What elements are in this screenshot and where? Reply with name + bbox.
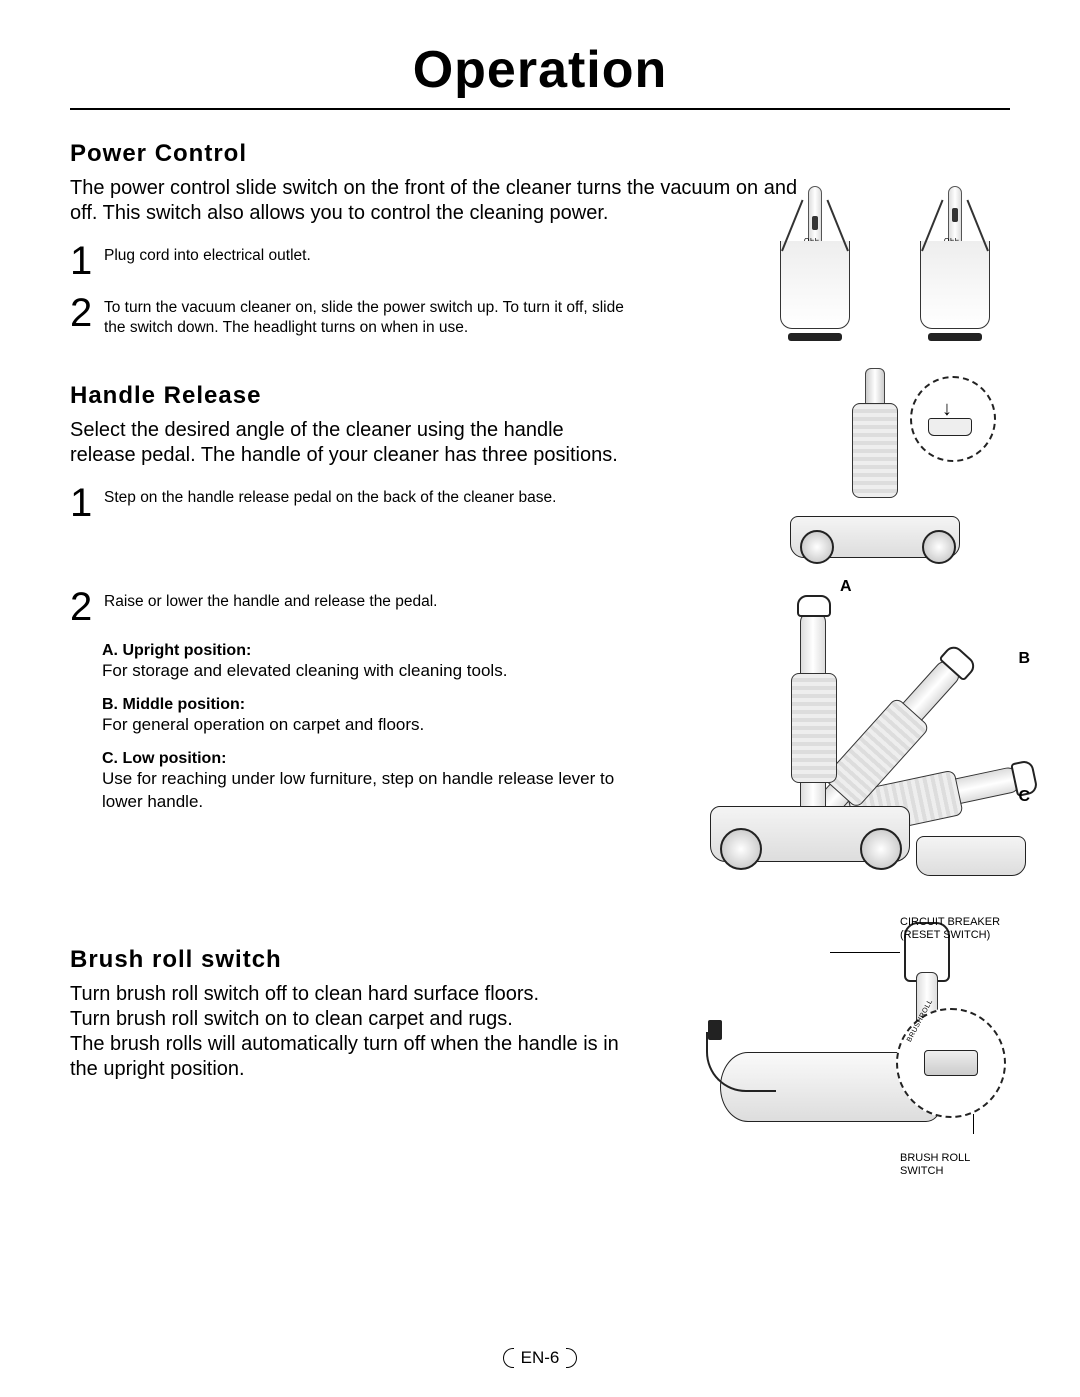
- page-title: Operation: [70, 40, 1010, 110]
- section-handle-release: Handle Release Select the desired angle …: [70, 382, 1010, 902]
- step-number: 1: [70, 244, 98, 278]
- position-desc: Use for reaching under low furniture, st…: [102, 768, 622, 812]
- step-text: To turn the vacuum cleaner on, slide the…: [104, 296, 630, 338]
- position-desc: For general operation on carpet and floo…: [102, 714, 622, 736]
- page-footer: EN-6: [0, 1347, 1080, 1369]
- page-number: EN-6: [513, 1347, 568, 1369]
- intro-brush-roll: Turn brush roll switch off to clean hard…: [70, 982, 630, 1082]
- section-brush-roll: Brush roll switch Turn brush roll switch…: [70, 946, 1010, 1196]
- angle-label-b: B: [1018, 650, 1030, 668]
- figure-brush-roll: BRUSHROLL CIRCUIT BREAKER (RESET SWITCH)…: [710, 922, 1020, 1172]
- position-title: A. Upright position:: [102, 642, 622, 660]
- section-power-control: Power Control The power control slide sw…: [70, 140, 1010, 338]
- pedal-zoom-circle: ↓: [910, 376, 996, 462]
- vacuum-on-illustration: OFF: [900, 186, 1010, 341]
- step-text: Step on the handle release pedal on the …: [104, 486, 556, 508]
- position-title: B. Middle position:: [102, 696, 622, 714]
- figure-handle-pedal: ↓: [750, 368, 1030, 573]
- step-number: 2: [70, 296, 98, 330]
- step-row: 1 Step on the handle release pedal on th…: [70, 486, 630, 520]
- position-item: A. Upright position: For storage and ele…: [102, 642, 622, 682]
- step-row: 2 To turn the vacuum cleaner on, slide t…: [70, 296, 630, 338]
- pedal-arrow-icon: ↓: [942, 398, 952, 421]
- step-text: Raise or lower the handle and release th…: [104, 590, 437, 612]
- callout-circuit-breaker: CIRCUIT BREAKER (RESET SWITCH): [900, 916, 1020, 942]
- step-number: 2: [70, 590, 98, 624]
- position-item: C. Low position: Use for reaching under …: [102, 750, 622, 812]
- vacuum-off-illustration: OFF: [760, 186, 870, 341]
- brush-switch-zoom-circle: BRUSHROLL: [896, 1008, 1006, 1118]
- intro-power-control: The power control slide switch on the fr…: [70, 176, 810, 226]
- angle-label-a: A: [840, 578, 852, 596]
- handle-positions-list: A. Upright position: For storage and ele…: [102, 642, 622, 812]
- angle-label-c: C: [1018, 788, 1030, 806]
- figure-handle-angles: A B C: [690, 582, 1030, 892]
- step-number: 1: [70, 486, 98, 520]
- figure-power-switch: OFF OFF: [760, 186, 1020, 346]
- position-desc: For storage and elevated cleaning with c…: [102, 660, 622, 682]
- step-row: 1 Plug cord into electrical outlet.: [70, 244, 630, 278]
- vacuum-angles-illustration: [690, 582, 1020, 882]
- vacuum-upright-illustration: ↓: [750, 368, 990, 568]
- step-text: Plug cord into electrical outlet.: [104, 244, 311, 266]
- step-row: 2 Raise or lower the handle and release …: [70, 590, 630, 624]
- vacuum-brush-illustration: BRUSHROLL: [710, 922, 1010, 1152]
- callout-brush-roll-switch: BRUSH ROLL SWITCH: [900, 1152, 990, 1178]
- position-title: C. Low position:: [102, 750, 622, 768]
- position-item: B. Middle position: For general operatio…: [102, 696, 622, 736]
- heading-power-control: Power Control: [70, 140, 1010, 168]
- intro-handle-release: Select the desired angle of the cleaner …: [70, 418, 630, 468]
